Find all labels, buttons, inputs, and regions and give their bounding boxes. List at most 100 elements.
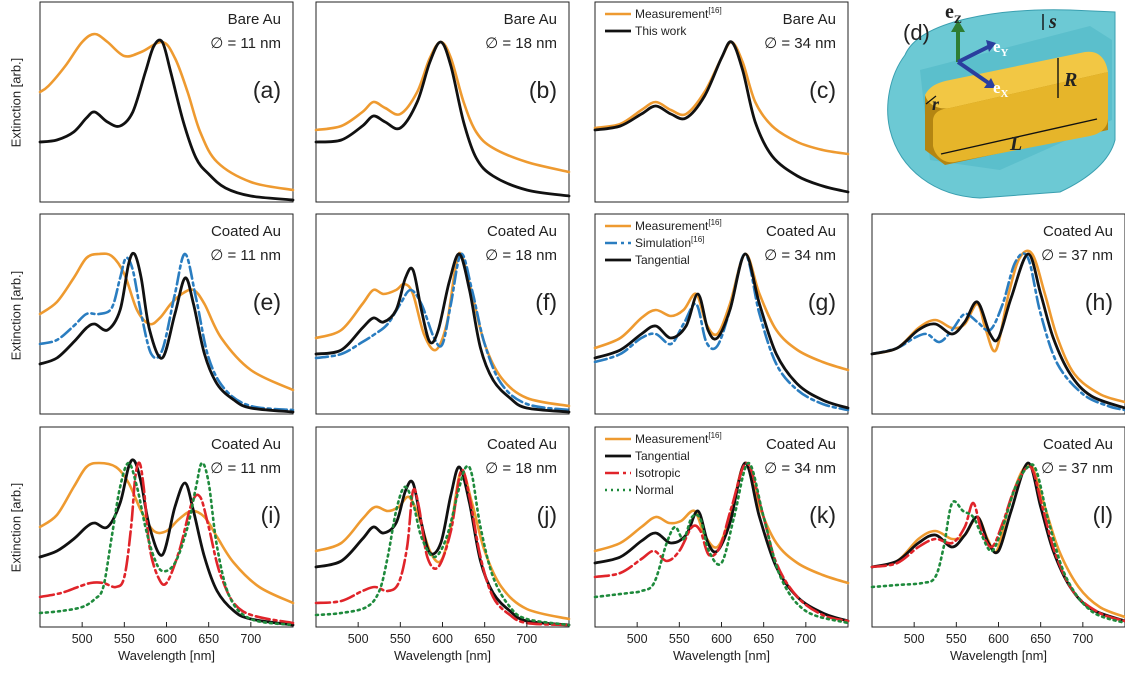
gold-rod-front [933, 72, 1108, 163]
series-line-measurement [870, 249, 1125, 404]
panel-label: (f) [535, 289, 557, 315]
panel-size-label: ∅ = 34 nm [764, 35, 836, 52]
series-line-isotropic [593, 461, 850, 623]
panel-size-label: ∅ = 18 nm [485, 247, 557, 264]
panel-size-label: ∅ = 34 nm [764, 247, 836, 264]
panel-header: Coated Au [211, 223, 281, 240]
axis-ey-arrow [957, 44, 991, 64]
axis-ex-arrow [956, 60, 992, 86]
panel-label: (g) [808, 289, 836, 315]
x-tick-label: 550 [669, 632, 690, 646]
panel-label-d: (d) [903, 20, 930, 45]
x-tick-label: 550 [946, 632, 967, 646]
x-tick-label: 500 [72, 632, 93, 646]
nanorod-diagram: (d) eZ eY eX s R r L [887, 1, 1116, 199]
panel-j: 500 550 600 650 700 Wavelength [nm] Coated Au ∅… [314, 426, 571, 663]
series-line-normal [593, 461, 850, 625]
panel-label: (b) [529, 77, 557, 103]
panel-header: Coated Au [487, 436, 557, 453]
panel-label: (e) [253, 289, 281, 315]
panel-size-label: ∅ = 11 nm [210, 460, 281, 477]
panel-frame [315, 1, 570, 203]
panel-l: 500 550 600 650 700 Wavelength [nm] Coated Au ∅… [870, 426, 1125, 663]
panel-frame [39, 1, 294, 203]
x-axis-label: Wavelength [nm] [118, 648, 215, 663]
legend-label: This work [635, 24, 687, 38]
y-axis-label-row3: Extinction [arb.] [8, 482, 24, 573]
panel-i: 500 550 600 650 700 Wavelength [nm] Coated Au ∅… [38, 426, 295, 663]
panel-header: Coated Au [487, 223, 557, 240]
panel-label: (l) [1093, 502, 1113, 528]
panel-header: Coated Au [211, 436, 281, 453]
legend-label: Measurement[16] [635, 431, 722, 446]
x-tick-label: 700 [516, 632, 537, 646]
panel-c: Bare Au ∅ = 34 nm (c) Measurement[16] This w… [593, 1, 850, 203]
panel-label: (k) [809, 502, 836, 528]
x-tick-label: 500 [904, 632, 925, 646]
panel-size-label: ∅ = 37 nm [1041, 460, 1113, 477]
panel-size-label: ∅ = 18 nm [485, 460, 557, 477]
legend-label: Measurement[16] [635, 6, 722, 21]
series-line-tangential [38, 251, 295, 414]
series-line-tangential [314, 252, 571, 414]
x-tick-label: 700 [795, 632, 816, 646]
series-line-isotropic [314, 468, 571, 627]
label-ez: eZ [945, 1, 962, 26]
axis-ez-head [951, 20, 965, 32]
panel-header: Coated Au [1043, 223, 1113, 240]
label-s: s [1048, 11, 1057, 33]
series-line-tangential [38, 458, 295, 627]
legend-label: Normal [635, 483, 674, 497]
axis-ex-head [984, 78, 996, 88]
series-line-simulation [38, 252, 295, 412]
panel-frame [39, 426, 294, 628]
label-R: R [1063, 69, 1077, 91]
series-line-measurement [314, 40, 571, 174]
legend-label: Simulation[16] [635, 235, 704, 250]
panel-size-label: ∅ = 11 nm [210, 247, 281, 264]
panels-group: Bare Au∅ = 11 nm(a)Bare Au∅ = 18 nm(b)Ba… [38, 1, 1125, 663]
series-line-simulation [870, 252, 1125, 412]
label-L: L [1009, 133, 1022, 155]
x-tick-label: 650 [753, 632, 774, 646]
series-line-normal [314, 464, 571, 627]
panel-size-label: ∅ = 34 nm [764, 460, 836, 477]
panel-frame [315, 213, 570, 415]
panel-header: Bare Au [228, 11, 281, 28]
x-tick-label: 600 [711, 632, 732, 646]
panel-label: (c) [809, 77, 836, 103]
x-tick-label: 600 [988, 632, 1009, 646]
panel-header: Coated Au [766, 223, 836, 240]
panel-label: (i) [261, 502, 281, 528]
x-axis-label: Wavelength [nm] [394, 648, 491, 663]
series-line-tangential [38, 38, 295, 202]
panel-label: (h) [1085, 289, 1113, 315]
label-r: r [932, 94, 940, 114]
panel-f: Coated Au ∅ = 18 nm (f) [314, 213, 571, 415]
panel-size-label: ∅ = 11 nm [210, 35, 281, 52]
series-line-simulation [593, 252, 850, 412]
panel-label: (j) [537, 502, 557, 528]
series-line-tangential [870, 252, 1125, 410]
series-line-measurement [593, 252, 850, 372]
series-line-tangential [593, 252, 850, 410]
x-tick-label: 600 [156, 632, 177, 646]
series-line-tangential [314, 40, 571, 198]
x-tick-label: 600 [432, 632, 453, 646]
x-tick-label: 550 [390, 632, 411, 646]
series-line-simulation [314, 252, 571, 412]
panel-h: Coated Au ∅ = 37 nm (h) [870, 213, 1125, 415]
panel-frame [594, 1, 849, 203]
panel-frame [315, 426, 570, 628]
axis-ey-head [986, 40, 996, 52]
panel-header: Bare Au [504, 11, 557, 28]
x-tick-label: 550 [114, 632, 135, 646]
panel-frame [871, 213, 1125, 415]
y-axis-label-row2: Extinction [arb.] [8, 270, 24, 361]
x-tick-label: 700 [240, 632, 261, 646]
series-line-normal [38, 461, 295, 627]
series-line-measurement [314, 251, 571, 408]
dim-r-arrow [925, 95, 937, 105]
legend-label: Measurement[16] [635, 218, 722, 233]
